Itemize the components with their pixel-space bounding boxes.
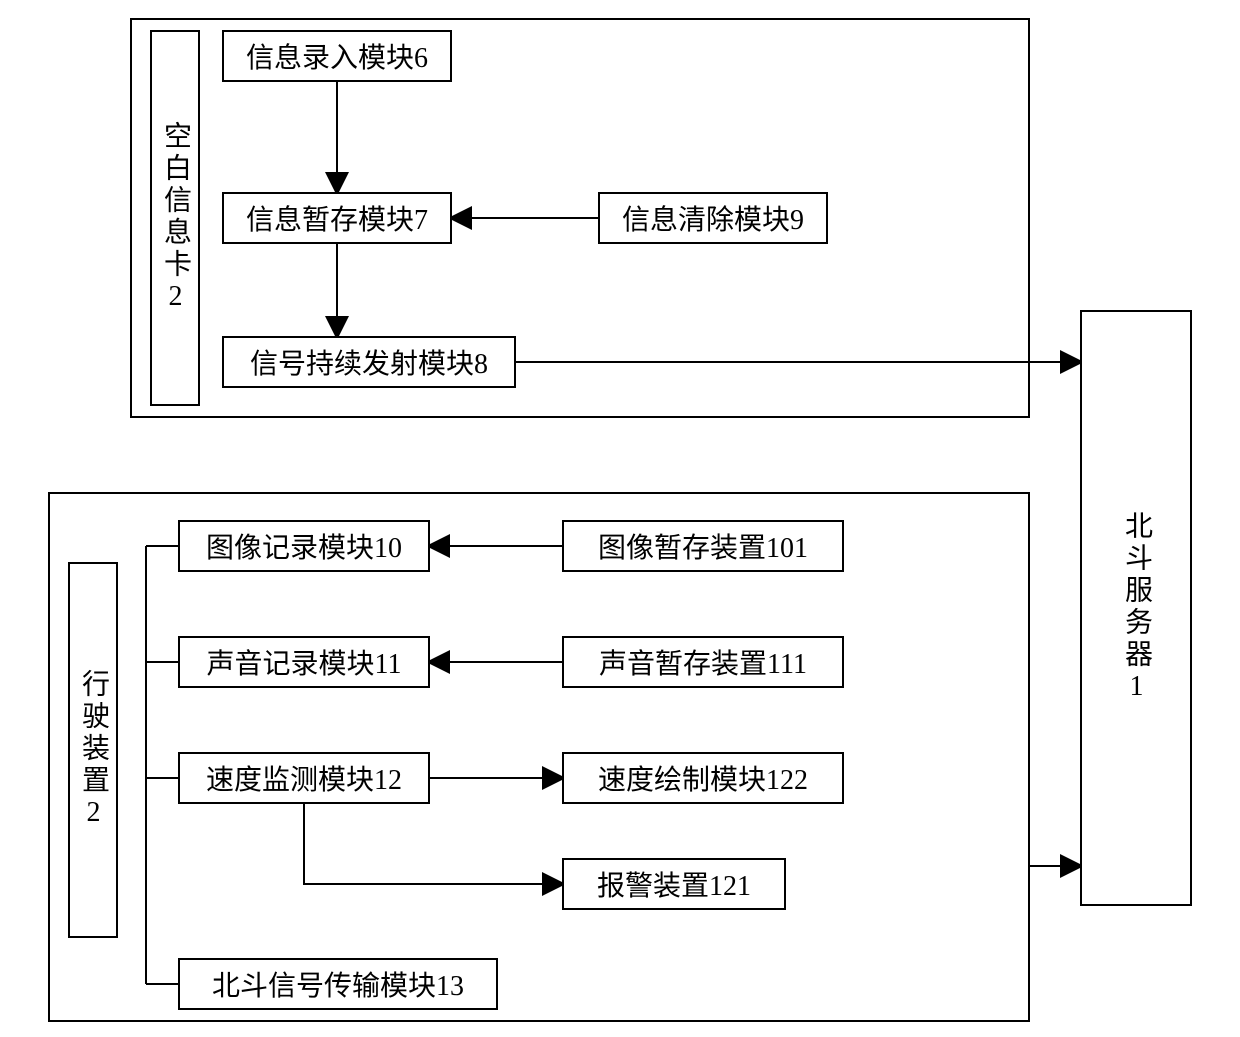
node-n122: 速度绘制模块122 <box>562 752 844 804</box>
vlabel-server: 北斗服务器1 <box>1080 310 1192 906</box>
vlabel-drive_dev: 行驶装置2 <box>68 562 118 938</box>
node-n11: 声音记录模块11 <box>178 636 430 688</box>
node-n101: 图像暂存装置101 <box>562 520 844 572</box>
node-n9: 信息清除模块9 <box>598 192 828 244</box>
node-n6: 信息录入模块6 <box>222 30 452 82</box>
node-n7: 信息暂存模块7 <box>222 192 452 244</box>
node-n12: 速度监测模块12 <box>178 752 430 804</box>
node-n111: 声音暂存装置111 <box>562 636 844 688</box>
node-n10: 图像记录模块10 <box>178 520 430 572</box>
node-n13: 北斗信号传输模块13 <box>178 958 498 1010</box>
vlabel-blank_card: 空白信息卡2 <box>150 30 200 406</box>
node-n121: 报警装置121 <box>562 858 786 910</box>
node-n8: 信号持续发射模块8 <box>222 336 516 388</box>
